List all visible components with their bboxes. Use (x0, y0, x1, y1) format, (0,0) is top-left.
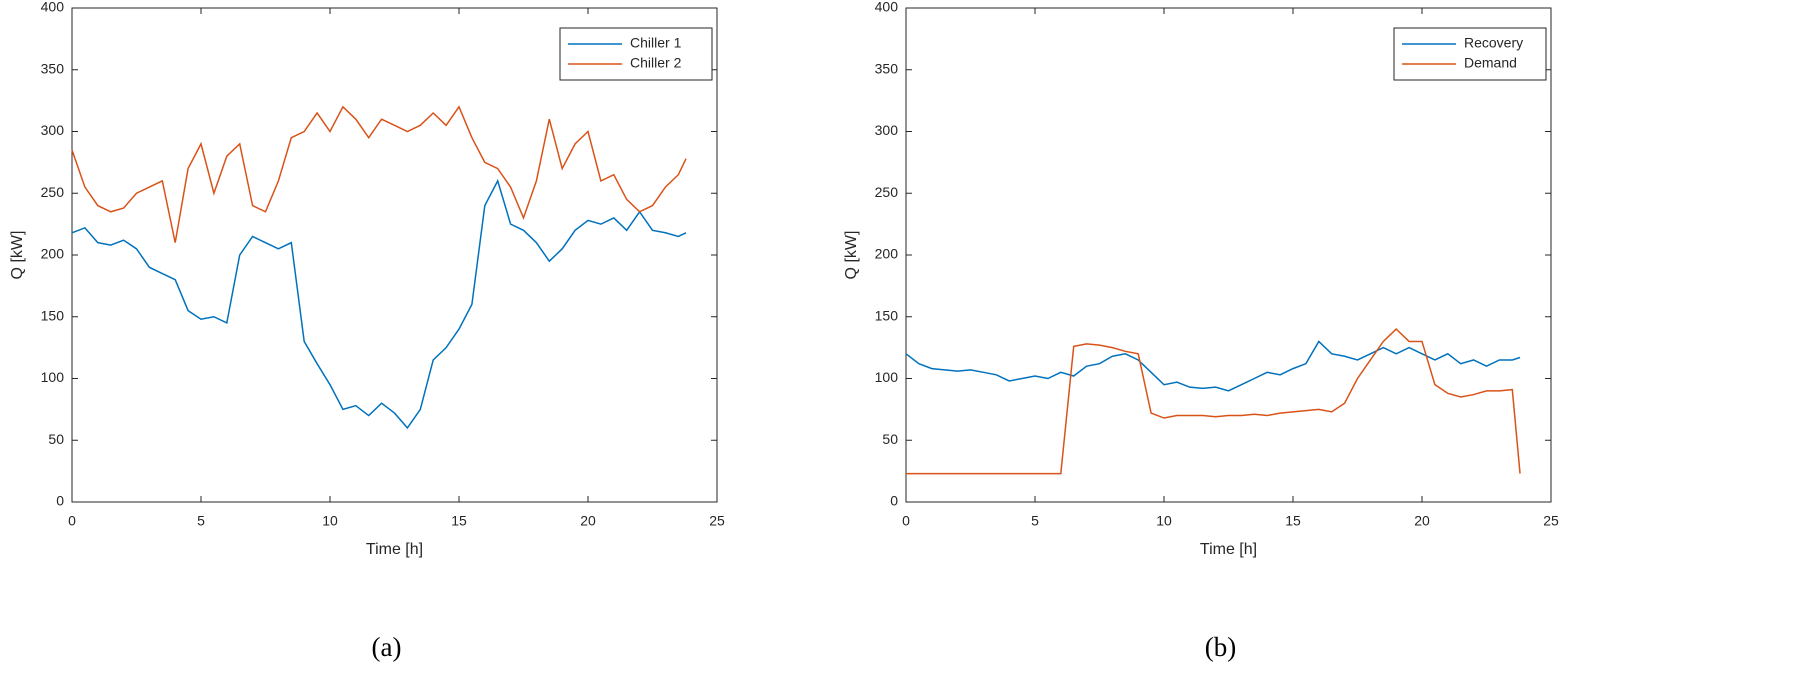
x-tick-label: 10 (1156, 513, 1172, 529)
legend-box (1393, 27, 1547, 81)
x-tick-label: 20 (580, 513, 596, 529)
legend-box (559, 27, 713, 81)
y-tick-label: 100 (41, 369, 65, 385)
plot-area (905, 7, 1552, 503)
y-tick-label: 250 (41, 184, 65, 200)
x-tick-label: 5 (197, 513, 205, 529)
y-axis-label: Q [kW] (843, 231, 860, 280)
y-tick-label: 0 (890, 493, 898, 509)
y-tick-label: 400 (875, 0, 899, 15)
series-line (906, 328, 1521, 475)
y-tick-label: 150 (41, 307, 65, 323)
x-axis-label: Time [h] (366, 541, 423, 558)
x-axis-label: Time [h] (1200, 541, 1257, 558)
x-tick-label: 0 (902, 513, 910, 529)
x-tick-label: 25 (1543, 513, 1559, 529)
y-tick-label: 50 (882, 431, 898, 447)
series-line (905, 340, 1521, 392)
legend-label: Recovery (1464, 35, 1523, 51)
legend-label: Chiller 1 (630, 35, 682, 51)
series-line (71, 178, 687, 430)
y-tick-label: 400 (41, 0, 65, 15)
y-tick-label: 0 (56, 493, 64, 509)
y-tick-label: 250 (875, 184, 899, 200)
legend-label: Demand (1464, 55, 1517, 71)
y-tick-label: 50 (48, 431, 64, 447)
x-tick-label: 25 (709, 513, 725, 529)
y-tick-label: 300 (41, 122, 65, 138)
caption: (b) (1205, 632, 1236, 662)
plot-area (71, 7, 718, 503)
y-tick-label: 100 (875, 369, 899, 385)
y-axis-label: Q [kW] (9, 231, 26, 280)
series-line (71, 105, 687, 243)
y-tick-label: 350 (41, 60, 65, 76)
y-tick-label: 150 (875, 307, 899, 323)
x-tick-label: 5 (1031, 513, 1039, 529)
caption: (a) (372, 632, 402, 662)
y-tick-label: 350 (875, 60, 899, 76)
x-tick-label: 10 (322, 513, 338, 529)
x-tick-label: 0 (68, 513, 76, 529)
y-tick-label: 300 (875, 122, 899, 138)
x-tick-label: 15 (451, 513, 467, 529)
legend-label: Chiller 2 (630, 55, 682, 71)
x-tick-label: 15 (1285, 513, 1301, 529)
y-tick-label: 200 (875, 246, 899, 262)
y-tick-label: 200 (41, 246, 65, 262)
x-tick-label: 20 (1414, 513, 1430, 529)
